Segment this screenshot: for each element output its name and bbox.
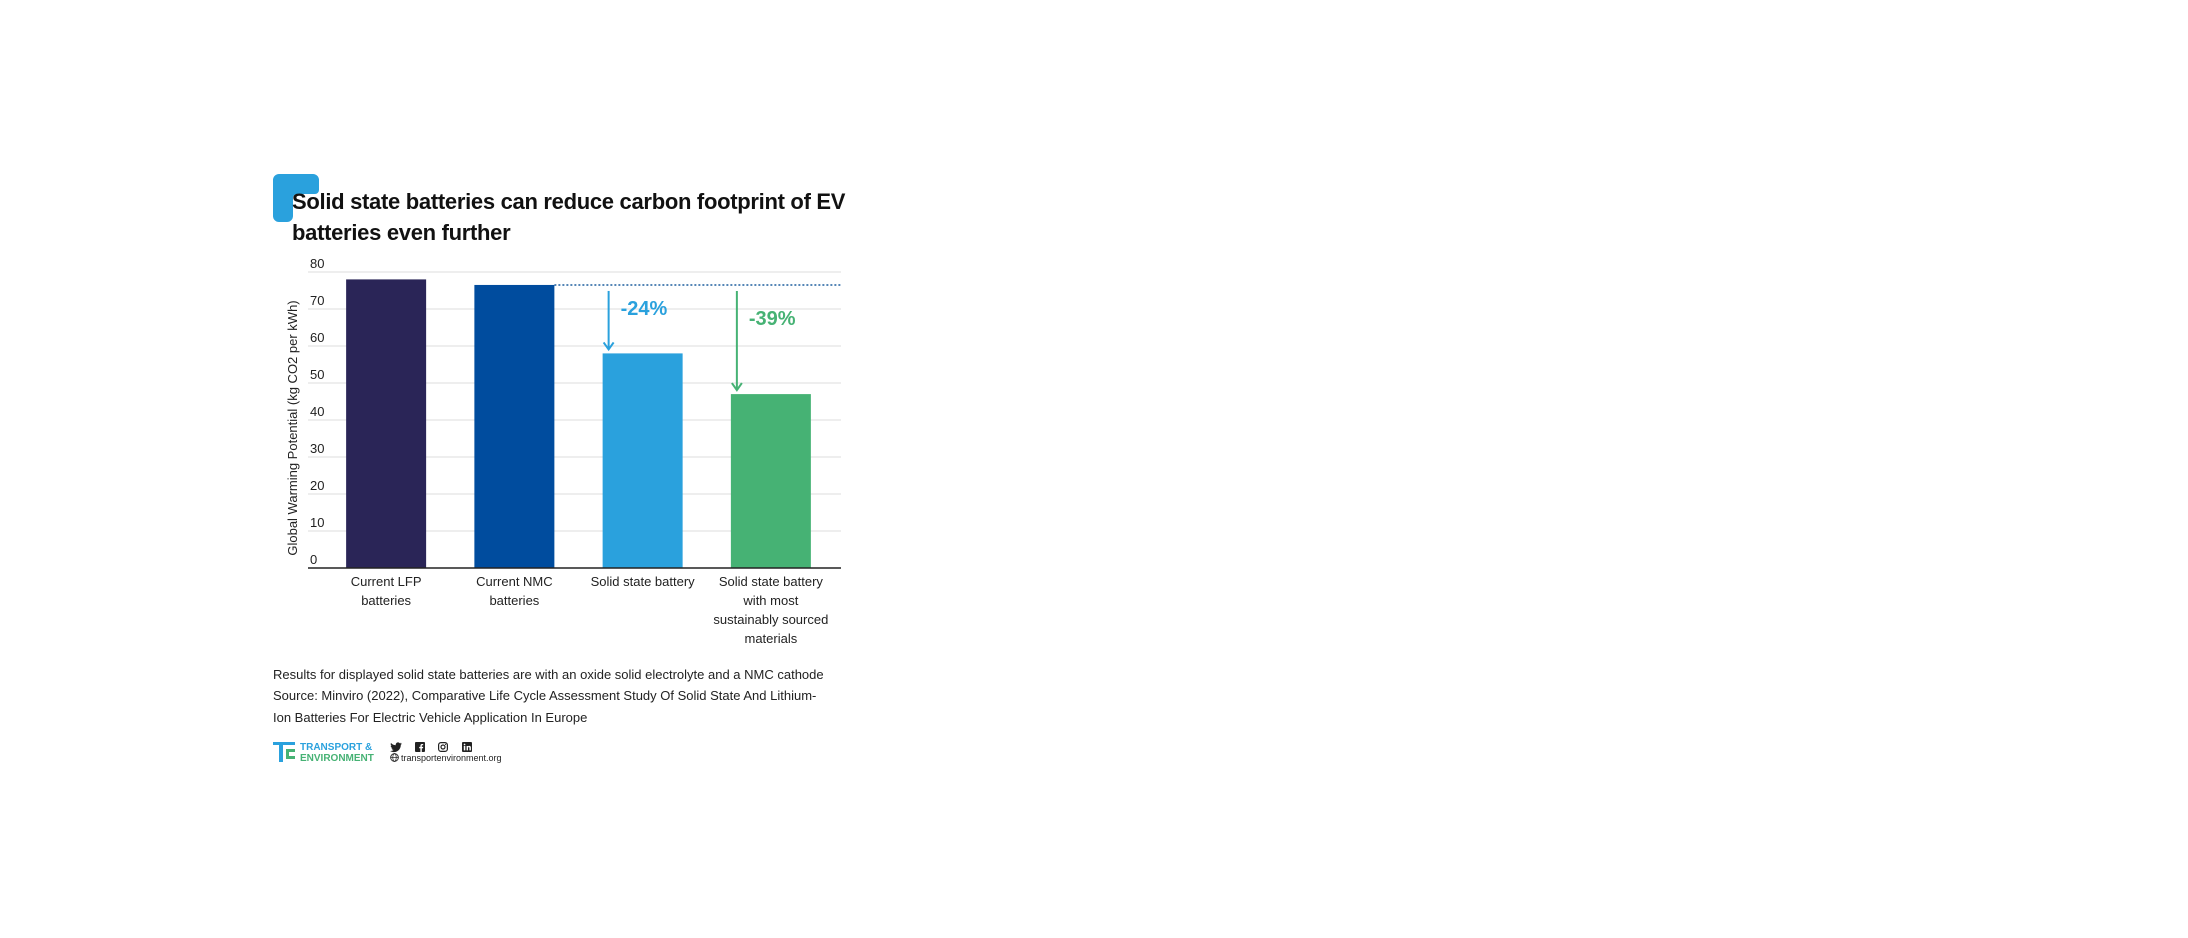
footnote-electrolyte: Results for displayed solid state batter… [273,667,824,682]
website-link[interactable]: transportenvironment.org [401,753,502,763]
instagram-icon[interactable] [438,742,448,752]
y-tick-label: 20 [310,478,324,493]
y-tick-label: 50 [310,367,324,382]
transport-environment-logo: TRANSPORT & ENVIRONMENT [273,740,385,769]
y-tick-label: 80 [310,256,324,271]
bar [346,279,427,568]
footnote-source-cont: Ion Batteries For Electric Vehicle Appli… [273,710,588,725]
arrowhead [602,341,615,352]
x-tick-label: with most [742,593,798,608]
facebook-icon[interactable] [415,742,425,752]
x-tick-label: Current NMC [476,574,553,589]
y-tick-label: 10 [310,515,324,530]
bar-chart: 0 10 20 30 40 50 60 70 80 Global Warming Potentia… [285,256,841,646]
reduction-label: -24% [621,298,668,320]
y-tick-label: 0 [310,552,317,567]
chart-card: Solid state batteries can reduce carbon … [270,172,850,772]
footnote-source: Source: Minviro (2022), Comparative Life… [273,688,817,703]
x-tick-label: batteries [361,593,411,608]
x-tick-label: Current LFP [351,574,422,589]
x-tick-label: Solid state battery [719,574,824,589]
linkedin-icon[interactable] [462,742,472,752]
x-tick-label: materials [745,631,798,646]
title-corner-mark [273,174,319,222]
y-tick-label: 60 [310,330,324,345]
svg-text:ENVIRONMENT: ENVIRONMENT [300,753,374,764]
svg-text:TRANSPORT &: TRANSPORT & [300,742,372,753]
y-tick-label: 30 [310,441,324,456]
y-axis-label: Global Warming Potential (kg CO2 per kWh… [285,300,300,555]
bar [474,284,555,568]
x-tick-label: batteries [489,593,539,608]
globe-icon [390,753,399,762]
bar [730,394,811,568]
bar [602,353,683,568]
twitter-icon[interactable] [390,742,402,753]
arrowhead [731,382,743,392]
y-tick-label: 70 [310,293,324,308]
chart-title: Solid state batteries can reduce carbon … [292,189,846,245]
reduction-label: -39% [749,308,796,330]
x-tick-label: sustainably sourced [713,612,828,627]
y-tick-label: 40 [310,404,324,419]
x-tick-label: Solid state battery [591,574,696,589]
